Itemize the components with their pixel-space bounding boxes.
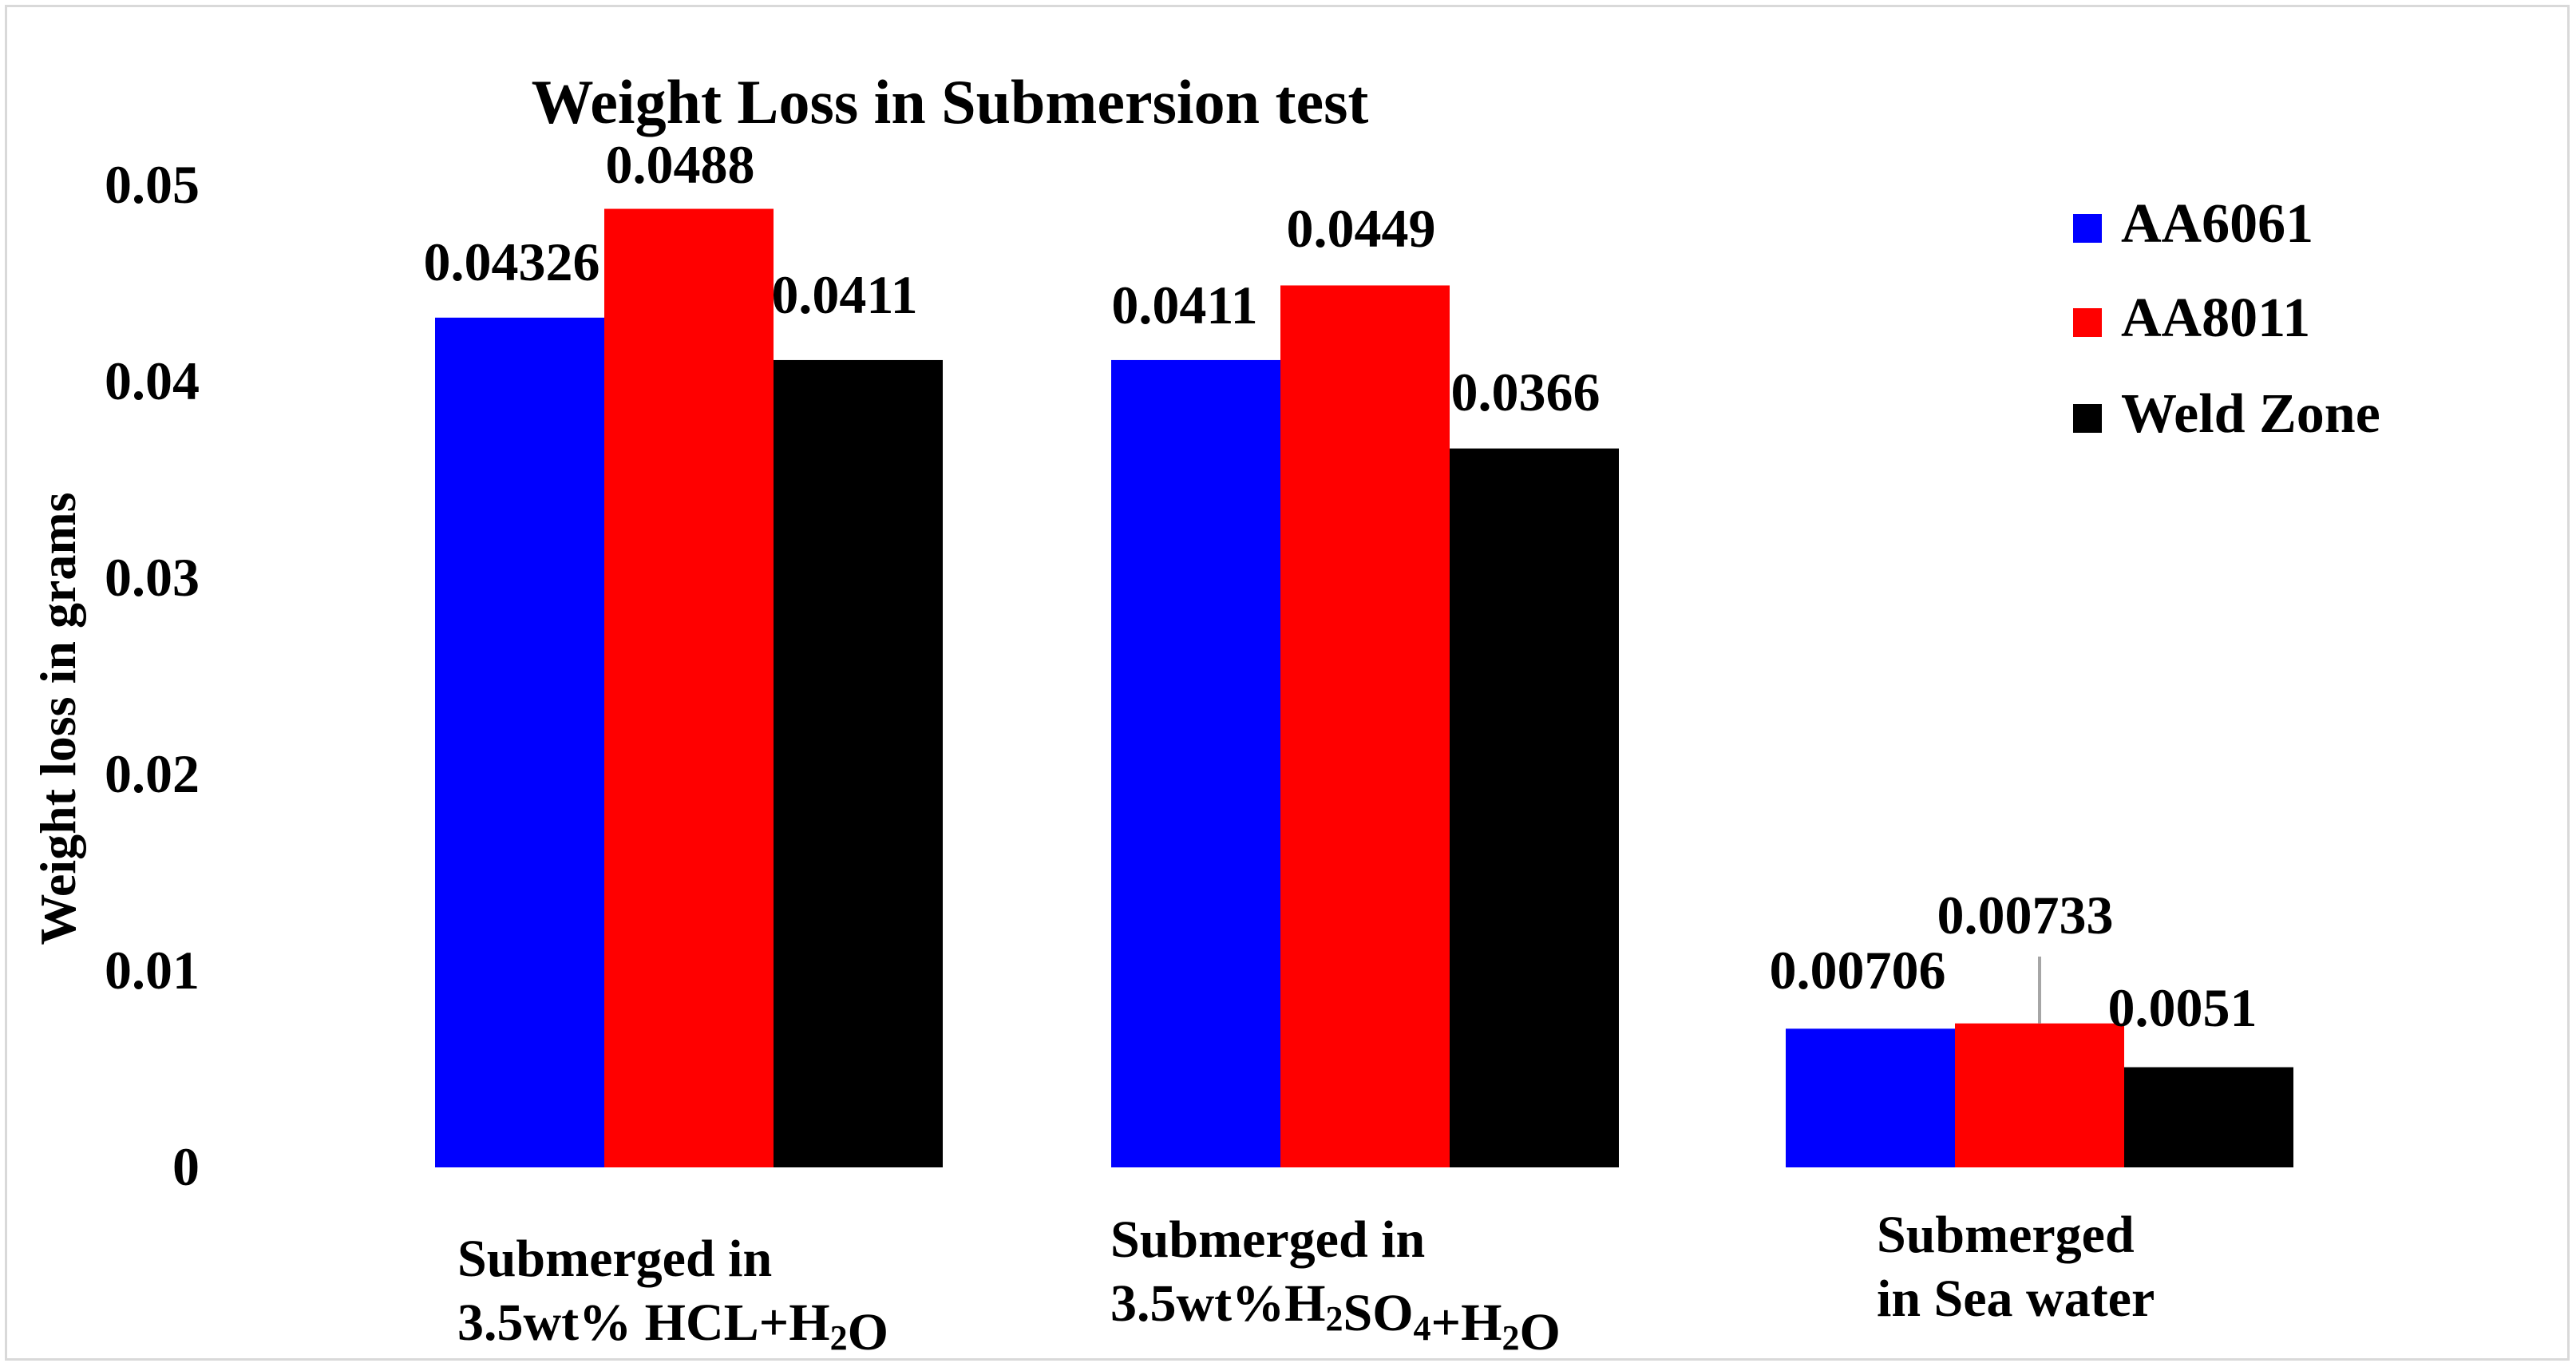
y-tick-label: 0.04 [105,351,200,411]
data-label: 0.0366 [1451,362,1601,422]
legend-swatch-aa8011 [2073,308,2102,337]
y-axis-ticks: 0 0.01 0.02 0.03 0.04 0.05 [105,154,200,1197]
bar-aa6061 [435,317,604,1168]
data-label: 0.0449 [1287,198,1436,259]
y-tick-label: 0.02 [105,743,200,804]
data-label: 0.0488 [606,134,755,195]
legend-swatch-aa6061 [2073,214,2102,243]
bar-aa6061 [1111,359,1280,1167]
data-label: 0.00706 [1770,940,1946,1000]
y-axis-label: Weight loss in grams [30,492,86,945]
data-labels: 0.04326 0.0411 0.00706 0.0488 0.0449 0.00733 0… [424,134,2257,1038]
bar-aa8011 [1280,285,1450,1168]
category-label: 3.5wt%H2SO4+H2O [1110,1274,1561,1361]
y-tick-label: 0.05 [105,154,200,215]
bar-weld-zone [2124,1067,2293,1167]
y-tick-label: 0.03 [105,547,200,608]
legend-label: AA6061 [2121,193,2313,255]
data-label: 0.0411 [1111,275,1257,335]
category-label: Submerged in [1110,1210,1425,1269]
legend-label: AA8011 [2121,287,2310,349]
chart-title: Weight Loss in Submersion test [532,67,1369,137]
data-label: 0.00733 [1937,885,2114,945]
y-tick-label: 0.01 [105,940,200,1000]
category-label: in Sea water [1877,1270,2155,1328]
bar-weld-zone [774,359,943,1167]
data-label: 0.04326 [424,232,600,292]
bar-aa8011 [1955,1023,2124,1167]
data-label: 0.0051 [2108,977,2257,1038]
data-label: 0.0411 [771,264,917,325]
bar-aa8011 [604,208,774,1167]
bars [435,208,2293,1168]
category-label: Submerged [1877,1206,2135,1264]
bar-weld-zone [1450,448,1619,1167]
y-tick-label: 0 [172,1136,200,1197]
category-label: Submerged in [457,1230,772,1288]
legend: AA6061 AA8011 Weld Zone [2073,193,2380,445]
bar-aa6061 [1786,1028,1955,1167]
category-label: 3.5wt% HCL+H2O [457,1294,888,1361]
legend-swatch-weld-zone [2073,404,2102,433]
legend-label: Weld Zone [2121,383,2380,445]
